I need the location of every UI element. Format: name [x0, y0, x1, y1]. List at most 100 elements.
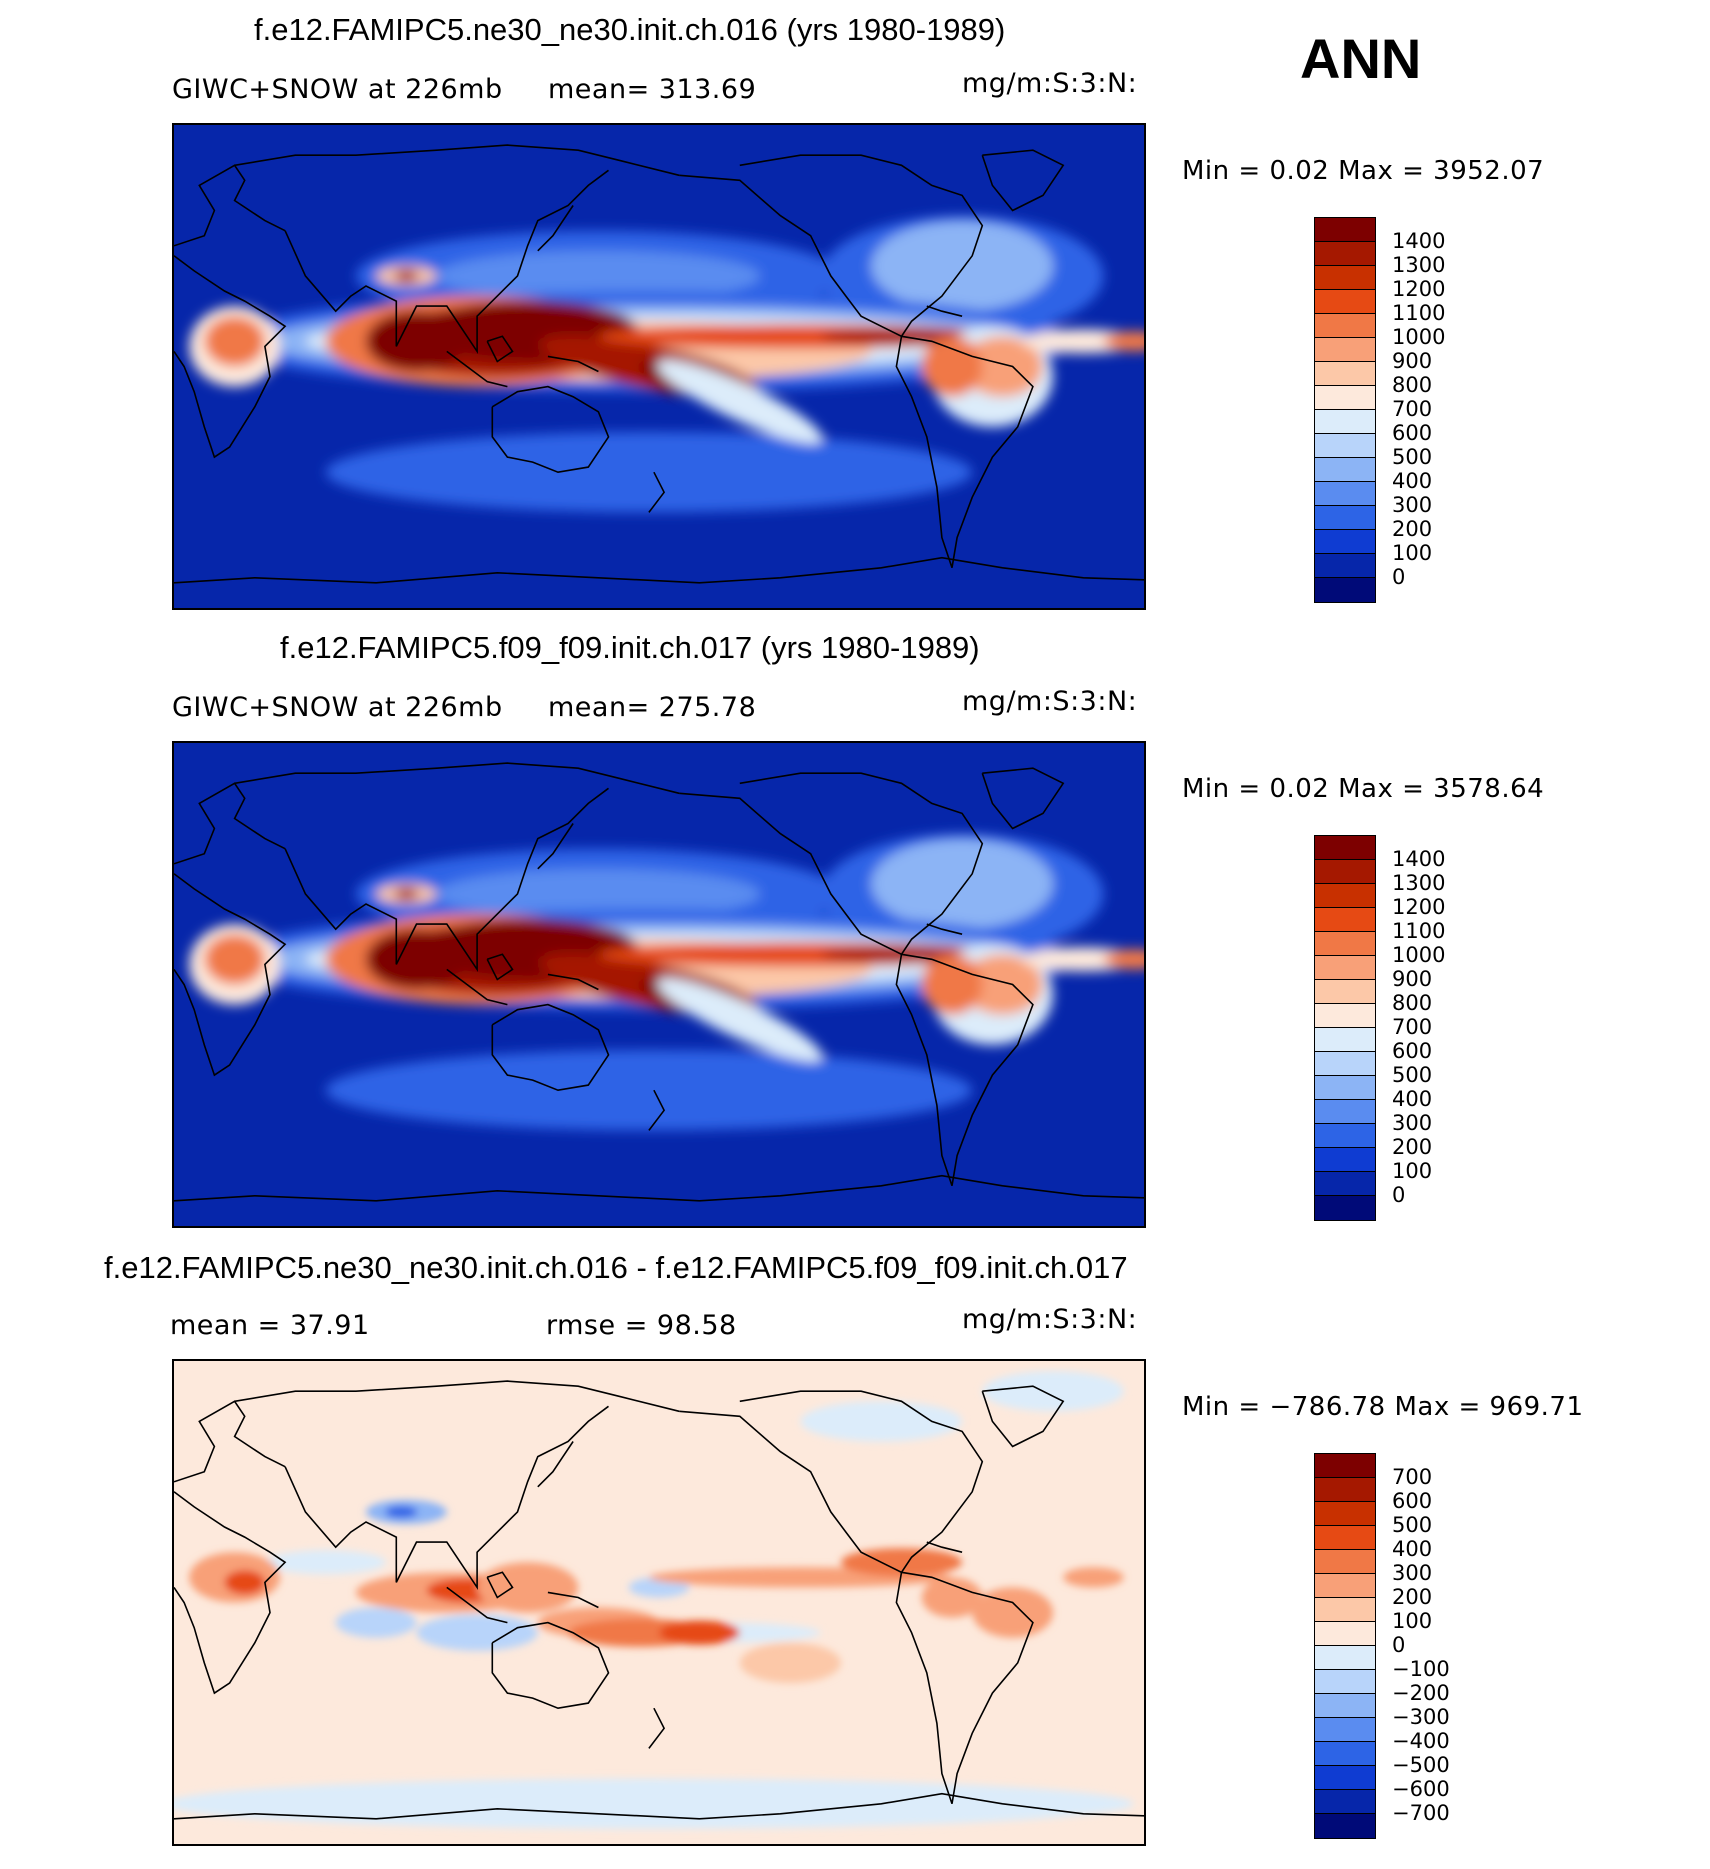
panel-1-units-label: mg/m:S:3:N:	[962, 68, 1138, 99]
colorbar-label: 700	[1392, 1015, 1433, 1039]
colorbar-label: 900	[1392, 967, 1433, 991]
colorbar-swatch	[1314, 529, 1376, 555]
colorbar-swatch	[1314, 1549, 1376, 1575]
colorbar-swatch	[1314, 1693, 1376, 1719]
colorbar-label: 1200	[1392, 895, 1446, 919]
panel-3-mean-label: mean = 37.91	[170, 1310, 370, 1341]
colorbar-label: 0	[1392, 1633, 1406, 1657]
colorbar-label: 900	[1392, 349, 1433, 373]
colorbar-swatch	[1314, 1147, 1376, 1173]
colorbar-swatch	[1314, 1123, 1376, 1149]
colorbar-swatch	[1314, 1453, 1376, 1479]
panel-2-mean-label: mean= 275.78	[548, 692, 757, 723]
colorbar-label: 1400	[1392, 847, 1446, 871]
colorbar-swatch	[1314, 241, 1376, 267]
colorbar-swatch	[1314, 931, 1376, 957]
colorbar-swatch	[1314, 1525, 1376, 1551]
colorbar-label: 1200	[1392, 277, 1446, 301]
colorbar-swatch	[1314, 1789, 1376, 1815]
colorbar-swatch	[1314, 907, 1376, 933]
colorbar-label: 600	[1392, 421, 1433, 445]
colorbar-label: 200	[1392, 1585, 1433, 1609]
panel-2-map	[172, 741, 1146, 1228]
colorbar-swatch	[1314, 217, 1376, 243]
panel-1-mean-label: mean= 313.69	[548, 74, 757, 105]
season-label: ANN	[1300, 27, 1422, 90]
colorbar-swatch	[1314, 553, 1376, 579]
colorbar-swatch	[1314, 1717, 1376, 1743]
colorbar-swatch	[1314, 859, 1376, 885]
colorbar-label: 200	[1392, 517, 1433, 541]
colorbar-swatch	[1314, 883, 1376, 909]
colorbar-swatch	[1314, 289, 1376, 315]
colorbar-label: 1000	[1392, 943, 1446, 967]
panel-1-title: f.e12.FAMIPC5.ne30_ne30.init.ch.016 (yrs…	[254, 12, 1006, 47]
colorbar-label: 400	[1392, 1537, 1433, 1561]
colorbar-swatch	[1314, 1501, 1376, 1527]
panel-1-minmax-label: Min = 0.02 Max = 3952.07	[1182, 156, 1545, 186]
colorbar-label: 1300	[1392, 253, 1446, 277]
colorbar-swatch	[1314, 1051, 1376, 1077]
colorbar-label: 800	[1392, 373, 1433, 397]
colorbar-swatch	[1314, 577, 1376, 603]
colorbar-label: −100	[1392, 1657, 1450, 1681]
colorbar-label: 1000	[1392, 325, 1446, 349]
colorbar-label: −600	[1392, 1777, 1450, 1801]
colorbar-label: 1300	[1392, 871, 1446, 895]
panel-2-colorbar: 1400 1300 1200 1100 1000 900 800 700 600 500 400 30…	[1314, 835, 1445, 1221]
colorbar-label: 0	[1392, 1183, 1406, 1207]
colorbar-swatch	[1314, 1741, 1376, 1767]
colorbar-label: −700	[1392, 1801, 1450, 1825]
colorbar-label: 300	[1392, 1561, 1433, 1585]
panel-1-variable-label: GIWC+SNOW at 226mb	[172, 74, 503, 105]
panel-2-variable-label: GIWC+SNOW at 226mb	[172, 692, 503, 723]
colorbar-swatch	[1314, 1195, 1376, 1221]
panel-1-colorbar: 1400 1300 1200 1100 1000 900 800 700 600 500 400 30…	[1314, 217, 1445, 603]
colorbar-label: 100	[1392, 1159, 1433, 1183]
colorbar-swatch	[1314, 361, 1376, 387]
colorbar-swatch	[1314, 409, 1376, 435]
colorbar-swatch	[1314, 1669, 1376, 1695]
colorbar-swatch	[1314, 1003, 1376, 1029]
colorbar-label: 1100	[1392, 301, 1446, 325]
colorbar-label: 400	[1392, 469, 1433, 493]
colorbar-label: 500	[1392, 1513, 1433, 1537]
colorbar-swatch	[1314, 1645, 1376, 1671]
colorbar-swatch	[1314, 1597, 1376, 1623]
colorbar-swatch	[1314, 1027, 1376, 1053]
colorbar-label: 300	[1392, 493, 1433, 517]
panel-2-title: f.e12.FAMIPC5.f09_f09.init.ch.017 (yrs 1…	[280, 630, 980, 665]
colorbar-label: 200	[1392, 1135, 1433, 1159]
panel-3-title: f.e12.FAMIPC5.ne30_ne30.init.ch.016 - f.…	[104, 1250, 1128, 1285]
colorbar-swatch	[1314, 1171, 1376, 1197]
colorbar-swatch	[1314, 265, 1376, 291]
colorbar-label: 500	[1392, 445, 1433, 469]
colorbar-label: −500	[1392, 1753, 1450, 1777]
colorbar-label: 800	[1392, 991, 1433, 1015]
colorbar-label: 600	[1392, 1039, 1433, 1063]
colorbar-swatch	[1314, 457, 1376, 483]
colorbar-label: 300	[1392, 1111, 1433, 1135]
colorbar-swatch	[1314, 481, 1376, 507]
panel-3-map	[172, 1359, 1146, 1846]
colorbar-swatch	[1314, 1813, 1376, 1839]
panel-2-units-label: mg/m:S:3:N:	[962, 686, 1138, 717]
colorbar-label: 700	[1392, 1465, 1433, 1489]
colorbar-label: 500	[1392, 1063, 1433, 1087]
colorbar-label: −300	[1392, 1705, 1450, 1729]
colorbar-label: 1400	[1392, 229, 1446, 253]
colorbar-swatch	[1314, 1765, 1376, 1791]
colorbar-swatch	[1314, 1573, 1376, 1599]
colorbar-swatch	[1314, 433, 1376, 459]
colorbar-label: 100	[1392, 541, 1433, 565]
colorbar-swatch	[1314, 337, 1376, 363]
colorbar-label: 400	[1392, 1087, 1433, 1111]
colorbar-swatch	[1314, 1621, 1376, 1647]
colorbar-swatch	[1314, 313, 1376, 339]
colorbar-swatch	[1314, 979, 1376, 1005]
colorbar-swatch	[1314, 955, 1376, 981]
colorbar-swatch	[1314, 1477, 1376, 1503]
panel-3-units-label: mg/m:S:3:N:	[962, 1304, 1138, 1335]
colorbar-swatch	[1314, 835, 1376, 861]
colorbar-label: 600	[1392, 1489, 1433, 1513]
